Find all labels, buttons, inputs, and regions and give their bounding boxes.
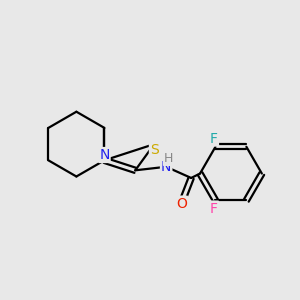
Text: H: H <box>164 152 173 165</box>
Text: F: F <box>210 202 218 216</box>
Text: O: O <box>176 196 187 211</box>
Text: N: N <box>99 148 110 162</box>
Text: F: F <box>210 131 218 146</box>
Text: S: S <box>150 143 159 157</box>
Text: N: N <box>161 160 171 174</box>
